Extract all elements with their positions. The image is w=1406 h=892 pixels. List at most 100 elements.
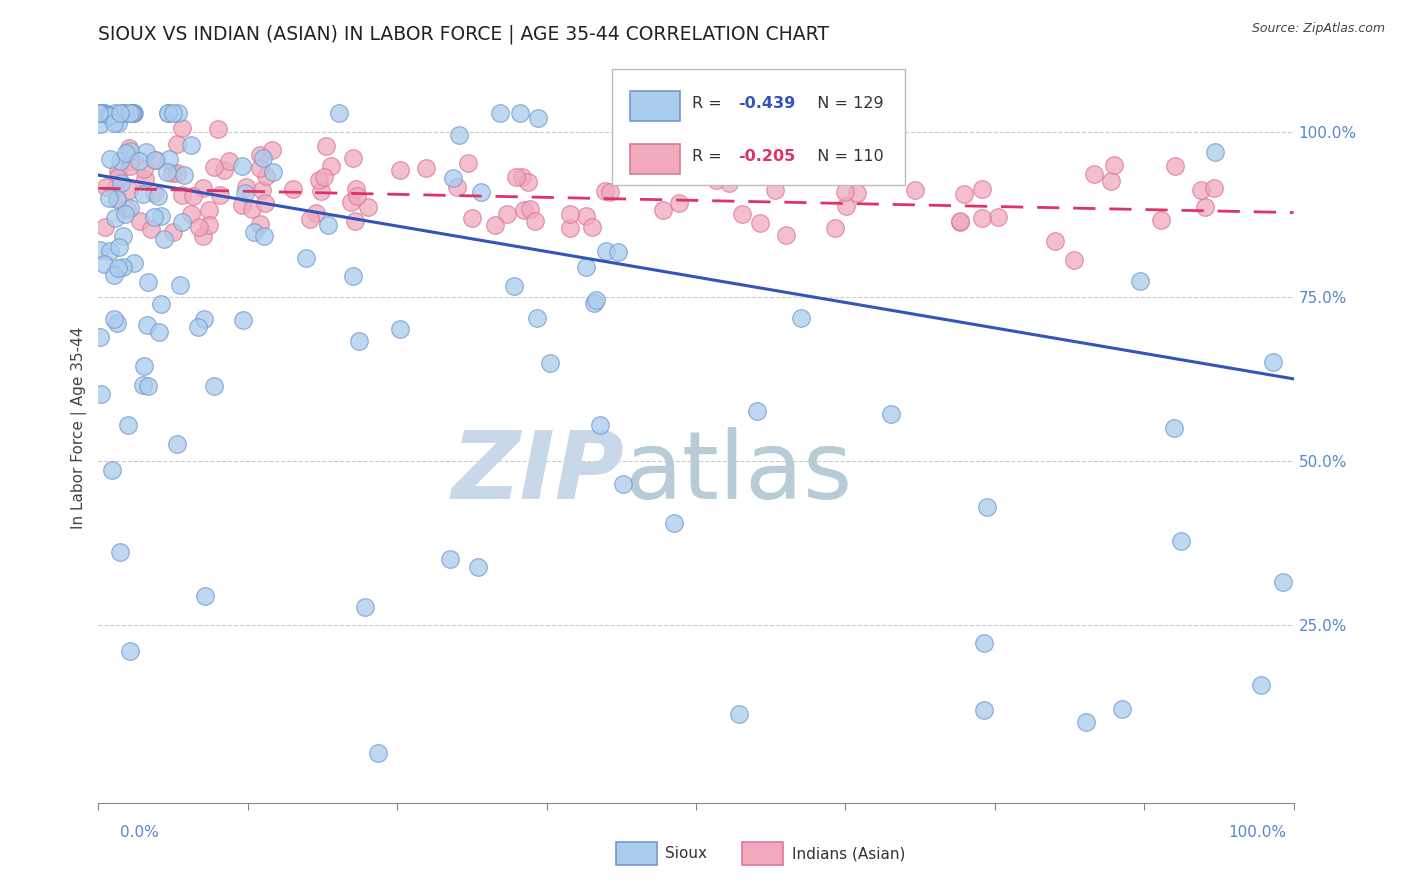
- Point: [575, 209, 598, 223]
- Point: [166, 136, 188, 151]
- Point: [107, 116, 129, 130]
- Point: [342, 151, 364, 165]
- Point: [607, 245, 630, 260]
- Point: [582, 296, 605, 310]
- Point: [114, 207, 136, 221]
- Point: [790, 310, 813, 325]
- Point: [105, 316, 128, 330]
- Point: [367, 746, 389, 760]
- Point: [461, 211, 484, 225]
- Point: [118, 144, 141, 158]
- Point: [717, 164, 740, 178]
- Point: [188, 220, 211, 235]
- Point: [143, 153, 166, 168]
- Point: [484, 218, 506, 232]
- Point: [198, 202, 221, 217]
- Point: [308, 172, 330, 186]
- Point: [97, 190, 120, 204]
- Point: [115, 145, 138, 160]
- Text: atlas: atlas: [624, 427, 852, 519]
- Point: [1102, 157, 1125, 171]
- Point: [254, 195, 277, 210]
- Point: [249, 217, 271, 231]
- Point: [114, 105, 136, 120]
- Point: [249, 147, 271, 161]
- Point: [146, 189, 169, 203]
- Point: [749, 216, 772, 230]
- Point: [121, 105, 143, 120]
- Point: [89, 105, 111, 120]
- Text: R =: R =: [692, 149, 727, 164]
- FancyBboxPatch shape: [630, 144, 681, 174]
- Point: [162, 105, 184, 120]
- Point: [1263, 355, 1285, 369]
- Point: [134, 162, 156, 177]
- Point: [104, 211, 127, 225]
- Point: [108, 105, 131, 120]
- Point: [595, 244, 617, 258]
- Point: [970, 211, 993, 225]
- Point: [90, 387, 112, 401]
- Point: [232, 313, 254, 327]
- Point: [112, 105, 135, 120]
- Point: [718, 176, 741, 190]
- Point: [1129, 274, 1152, 288]
- Point: [107, 170, 129, 185]
- Point: [415, 161, 437, 176]
- Point: [89, 243, 111, 257]
- Text: SIOUX VS INDIAN (ASIAN) IN LABOR FORCE | AGE 35-44 CORRELATION CHART: SIOUX VS INDIAN (ASIAN) IN LABOR FORCE |…: [98, 25, 830, 44]
- Point: [118, 183, 141, 197]
- Point: [193, 312, 215, 326]
- Point: [93, 257, 115, 271]
- Point: [170, 120, 193, 135]
- Point: [509, 105, 531, 120]
- Text: 100.0%: 100.0%: [1229, 825, 1286, 840]
- Point: [132, 359, 155, 374]
- Point: [728, 707, 751, 722]
- Point: [970, 182, 993, 196]
- Point: [150, 297, 173, 311]
- Point: [153, 232, 176, 246]
- Point: [180, 137, 202, 152]
- Point: [1074, 714, 1097, 729]
- Point: [128, 154, 150, 169]
- Point: [89, 117, 111, 131]
- Point: [1150, 213, 1173, 227]
- Point: [340, 195, 363, 210]
- Point: [169, 278, 191, 293]
- Text: ZIP: ZIP: [451, 427, 624, 519]
- Point: [162, 225, 184, 239]
- Point: [1164, 159, 1187, 173]
- Point: [250, 183, 273, 197]
- Point: [118, 105, 141, 120]
- Point: [207, 121, 229, 136]
- Point: [254, 169, 277, 183]
- Point: [581, 220, 603, 235]
- Point: [249, 161, 271, 176]
- Point: [124, 105, 146, 120]
- Point: [388, 163, 411, 178]
- Point: [353, 600, 375, 615]
- Point: [166, 166, 188, 180]
- Point: [132, 187, 155, 202]
- Point: [172, 188, 194, 202]
- Text: -0.205: -0.205: [738, 149, 794, 164]
- Point: [505, 169, 527, 184]
- Point: [668, 196, 690, 211]
- Point: [120, 201, 142, 215]
- Point: [89, 330, 111, 344]
- Point: [231, 198, 253, 212]
- Point: [157, 105, 180, 120]
- Point: [160, 166, 183, 180]
- Point: [1099, 174, 1122, 188]
- Point: [121, 105, 143, 120]
- Point: [305, 206, 328, 220]
- Point: [98, 109, 121, 123]
- Point: [662, 516, 685, 530]
- Point: [111, 228, 134, 243]
- Point: [1194, 200, 1216, 214]
- Point: [344, 182, 367, 196]
- Point: [342, 268, 364, 283]
- Text: 0.0%: 0.0%: [120, 825, 159, 840]
- Point: [202, 379, 225, 393]
